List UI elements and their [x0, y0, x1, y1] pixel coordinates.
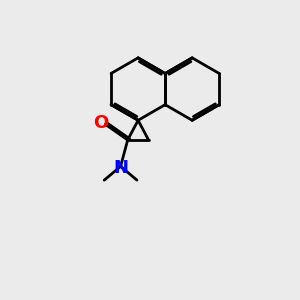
Text: O: O [93, 114, 108, 132]
Text: N: N [113, 159, 128, 177]
